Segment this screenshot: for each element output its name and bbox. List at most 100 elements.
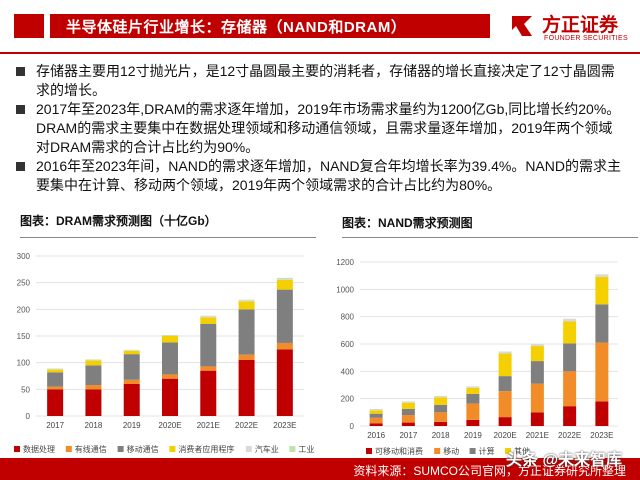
dram-bar-segment [162, 336, 178, 343]
dram-legend-swatch [289, 446, 296, 452]
bullet-item: 2017年至2023年,DRAM的需求逐年增加，2019年市场需求量约为1200… [14, 100, 626, 157]
bullet-item: 2016年至2023年间，NAND的需求逐年增加，NAND复合年均增长率为39.… [14, 157, 626, 195]
nand-y-tick-label: 0 [350, 422, 355, 431]
dram-legend-label: 数据处理 [23, 444, 55, 454]
nand-bar-segment [369, 410, 383, 414]
nand-bar-segment [466, 419, 480, 426]
watermark: 头条 @未来智库 [506, 452, 623, 469]
bullet-text: 2016年至2023年间，NAND的需求逐年增加，NAND复合年均增长率为39.… [36, 158, 621, 193]
dram-bar-segment [162, 335, 178, 336]
dram-legend-swatch [14, 446, 20, 452]
nand-x-tick-label: 2016 [367, 431, 385, 440]
dram-bar-segment [85, 365, 102, 386]
dram-bar-segment [47, 369, 64, 370]
nand-bar-segment [563, 371, 577, 407]
nand-bar-segment [530, 412, 544, 426]
founder-securities-logo: 方正证券 FOUNDER SECURITIES [508, 8, 632, 48]
dram-bar-segment [85, 385, 102, 390]
dram-legend-label: 汽车业 [255, 444, 279, 454]
dram-bar-segment [276, 342, 293, 350]
nand-legend-swatch [505, 448, 511, 454]
nand-y-tick-label: 800 [341, 313, 355, 322]
dram-bar-segment [47, 372, 64, 387]
page-title: 半导体硅片行业增长：存储器（NAND和DRAM） [66, 19, 407, 36]
dram-bar-segment [238, 354, 255, 360]
dram-title-underline [20, 237, 316, 238]
nand-bar-segment [498, 351, 512, 354]
header-divider [0, 52, 640, 54]
dram-bar-segment [162, 378, 178, 416]
dram-legend-label: 有线通信 [75, 444, 107, 454]
nand-chart-title: 图表：NAND需求预测图 [342, 216, 473, 230]
dram-bar-segment [276, 278, 293, 280]
dram-y-tick-label: 100 [17, 359, 31, 368]
dram-legend-swatch [169, 446, 176, 452]
dram-bar-segment [123, 384, 140, 416]
dram-x-tick-label: 2018 [85, 421, 103, 430]
dram-bar-segment [85, 360, 102, 366]
dram-bar-segment [85, 359, 102, 360]
nand-y-tick-label: 600 [341, 340, 355, 349]
bullet-list: 存储器主要用12寸抛光片，是12寸晶圆最主要的消耗者，存储器的增长直接决定了12… [14, 62, 626, 195]
nand-demand-chart: 0 200 400 600 800 1000 1200 2016 2017 2018 2019 202… [336, 258, 618, 456]
nand-legend-label: 其他 [514, 446, 530, 456]
dram-x-tick-label: 2019 [123, 421, 141, 430]
nand-bar-segment [595, 304, 609, 343]
nand-bar-segment [401, 422, 415, 426]
nand-x-tick-label: 2023E [590, 431, 613, 440]
nand-bar-segment [369, 408, 383, 411]
nand-bar-segment [466, 386, 480, 388]
nand-legend-swatch [469, 448, 476, 454]
nand-bar-segment [563, 321, 577, 344]
dram-y-tick-label: 200 [17, 305, 31, 314]
nand-bar-segment [530, 383, 544, 413]
bullet-marker [16, 105, 25, 114]
nand-bar-segment [498, 353, 512, 377]
bullet-item: 存储器主要用12寸抛光片，是12寸晶圆最主要的消耗者，存储器的增长直接决定了12… [14, 62, 626, 100]
dram-y-tick-label: 300 [17, 252, 31, 261]
dram-bar-segment [238, 300, 255, 302]
header-accent-block [14, 14, 44, 38]
nand-bar-segment [563, 343, 577, 372]
nand-x-tick-label: 2022E [558, 431, 581, 440]
nand-y-tick-label: 1000 [336, 285, 354, 294]
nand-bar-segment [401, 408, 415, 416]
dram-bar-segment [85, 389, 102, 416]
header: 半导体硅片行业增长：存储器（NAND和DRAM） [0, 0, 640, 50]
dram-bar-segment [238, 360, 255, 416]
dram-bar-segment [123, 349, 140, 351]
dram-x-tick-label: 2017 [46, 421, 64, 430]
nand-bar-segment [498, 391, 512, 418]
nand-legend-label: 移动 [443, 446, 459, 456]
dram-bar-segment [162, 374, 178, 379]
dram-bar-segment [47, 368, 64, 370]
dram-y-tick-label: 50 [21, 385, 30, 394]
dram-y-tick-label: 150 [17, 332, 31, 341]
dram-bar-segment [276, 289, 293, 343]
dram-x-tick-label: 2021E [197, 421, 220, 430]
nand-bar-segment [434, 412, 448, 422]
source-note: 资料来源：SUMCO公司官网，方正证券研究所整理 [353, 464, 626, 478]
nand-bar-segment [595, 342, 609, 402]
nand-bar-segment [434, 397, 448, 405]
nand-bar-segment [466, 387, 480, 394]
nand-bar-segment [530, 346, 544, 362]
dram-bar-segment [47, 389, 64, 416]
logo-name: 方正证券 [542, 15, 619, 36]
footer-bar: 资料来源：SUMCO公司官网，方正证券研究所整理 [0, 458, 640, 480]
dram-bar-segment [238, 301, 255, 310]
nand-y-tick-label: 200 [341, 395, 355, 404]
nand-bar-segment [369, 413, 383, 418]
dram-x-tick-label: 2020E [158, 421, 181, 430]
nand-bar-segment [434, 395, 448, 398]
nand-bar-segment [401, 401, 415, 403]
dram-chart-title: 图表：DRAM需求预测图（十亿Gb） [20, 214, 217, 228]
nand-x-tick-label: 2020E [494, 431, 517, 440]
bullet-text: 2017年至2023年,DRAM的需求逐年增加，2019年市场需求量约为1200… [36, 101, 621, 155]
nand-bar-segment [434, 404, 448, 413]
nand-bar-segment [498, 417, 512, 426]
nand-bar-segment [498, 376, 512, 392]
dram-bar-segment [123, 379, 140, 384]
dram-legend-label: 工业 [298, 444, 314, 454]
dram-bar-segment [200, 316, 217, 318]
